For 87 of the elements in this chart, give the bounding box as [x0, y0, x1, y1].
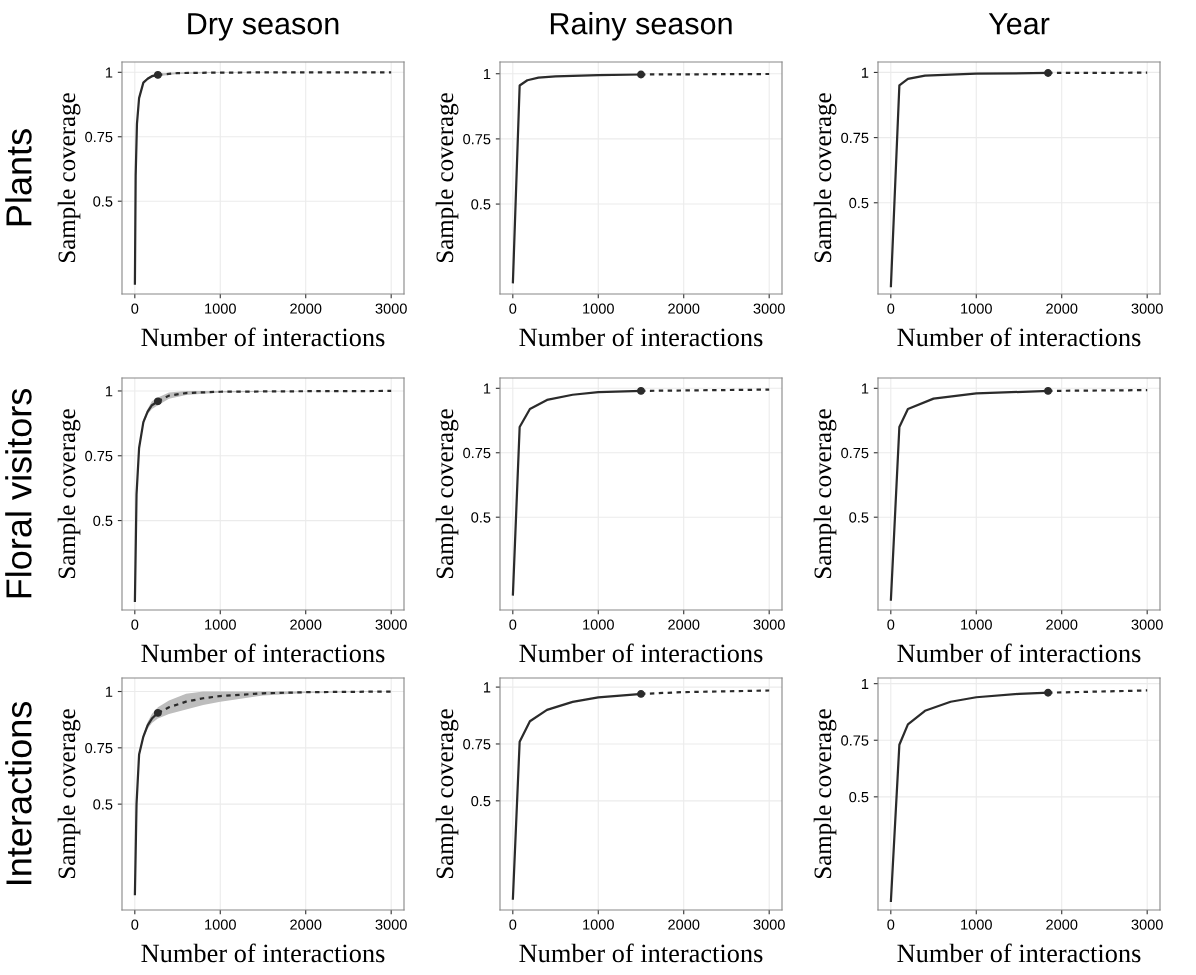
x-tick-label: 0	[509, 919, 517, 930]
x-axis-title: Number of interactions	[897, 327, 1141, 347]
y-tick-label: 0.5	[471, 512, 491, 523]
x-tick-label: 3000	[1131, 303, 1163, 314]
y-tick-label: 1	[105, 386, 113, 397]
y-tick-label: 0.75	[85, 450, 113, 462]
y-tick-label: 0.5	[93, 196, 113, 207]
y-tick-label: 1	[861, 383, 869, 394]
x-tick-label: 3000	[753, 303, 785, 314]
x-tick-label: 3000	[753, 919, 785, 930]
x-tick-label: 0	[887, 919, 895, 930]
x-axis-title: Number of interactions	[141, 327, 385, 347]
x-tick-label: 2000	[290, 619, 322, 630]
y-axis-title: Sample coverage	[813, 409, 837, 579]
x-tick-label: 2000	[290, 919, 322, 930]
x-tick-label: 3000	[375, 619, 407, 630]
x-tick-label: 0	[131, 619, 139, 630]
y-tick-label: 0.5	[849, 791, 869, 803]
y-tick-label: 0.75	[463, 134, 491, 145]
x-tick-label: 1000	[205, 303, 236, 314]
x-axis-title: Number of interactions	[519, 327, 763, 347]
y-tick-label: 0.75	[841, 132, 869, 144]
x-tick-label: 1000	[961, 303, 992, 314]
y-tick-label: 1	[483, 383, 491, 394]
x-axis-title: Number of interactions	[897, 643, 1141, 663]
y-tick-label: 1	[483, 682, 491, 693]
y-tick-label: 0.5	[471, 199, 491, 210]
x-tick-label: 0	[131, 919, 139, 930]
y-tick-label: 0.5	[93, 799, 113, 810]
text: Plants	[5, 129, 32, 226]
x-axis-title: Number of interactions	[519, 943, 763, 963]
y-axis-title: Sample coverage	[813, 93, 837, 263]
x-tick-label: 1000	[583, 919, 614, 930]
y-tick-label: 0.75	[841, 447, 869, 459]
x-tick-label: 2000	[668, 303, 700, 314]
chart-title: Year	[988, 13, 1050, 35]
x-tick-label: 1000	[583, 619, 614, 630]
x-tick-label: 0	[509, 303, 517, 314]
x-tick-label: 0	[509, 619, 517, 630]
y-tick-label: 1	[483, 68, 491, 80]
x-tick-label: 1000	[205, 619, 236, 630]
x-tick-label: 3000	[753, 619, 785, 630]
x-tick-label: 2000	[668, 619, 700, 630]
y-tick-label: 1	[861, 67, 869, 78]
x-tick-label: 2000	[1046, 619, 1078, 630]
x-tick-label: 3000	[375, 303, 407, 314]
x-tick-label: 3000	[1131, 919, 1163, 930]
y-tick-label: 0.5	[93, 515, 113, 526]
x-tick-label: 0	[887, 619, 895, 630]
y-tick-label: 1	[861, 678, 869, 689]
x-tick-label: 2000	[1046, 919, 1078, 930]
x-axis-title: Number of interactions	[141, 943, 385, 963]
chart-title: Rainy season	[550, 12, 732, 41]
x-tick-label: 2000	[290, 303, 322, 314]
y-axis-title: Sample coverage	[57, 93, 81, 263]
x-tick-label: 3000	[1131, 619, 1163, 630]
y-axis-title: Sample coverage	[813, 709, 837, 879]
x-tick-label: 1000	[583, 303, 614, 314]
text: Floral visitors	[5, 388, 32, 598]
y-tick-label: 0.75	[85, 131, 113, 143]
x-tick-label: 1000	[205, 919, 236, 930]
x-tick-label: 3000	[375, 919, 407, 930]
y-tick-label: 0.75	[463, 447, 491, 459]
x-tick-label: 0	[131, 303, 139, 314]
y-axis-title: Sample coverage	[57, 409, 81, 579]
y-tick-label: 0.75	[85, 742, 113, 754]
x-tick-label: 1000	[961, 919, 992, 930]
y-axis-title: Sample coverage	[57, 709, 81, 879]
x-tick-label: 0	[887, 303, 895, 314]
y-tick-label: 0.75	[463, 739, 491, 750]
x-axis-title: Number of interactions	[519, 643, 763, 663]
y-axis-title: Sample coverage	[435, 709, 459, 879]
x-axis-title: Number of interactions	[141, 643, 385, 663]
y-tick-label: 1	[105, 686, 113, 697]
x-axis-title: Number of interactions	[897, 943, 1141, 963]
y-axis-title: Sample coverage	[435, 93, 459, 263]
text: Interactions	[5, 701, 32, 884]
x-tick-label: 1000	[961, 619, 992, 630]
y-tick-label: 1	[105, 67, 113, 78]
x-tick-label: 2000	[668, 919, 700, 930]
y-tick-label: 0.5	[849, 512, 869, 523]
y-axis-title: Sample coverage	[435, 409, 459, 579]
x-tick-label: 2000	[1046, 303, 1078, 314]
y-tick-label: 0.75	[841, 735, 869, 746]
chart-title: Dry season	[188, 13, 339, 41]
y-tick-label: 0.5	[849, 197, 869, 209]
y-tick-label: 0.5	[471, 795, 491, 807]
